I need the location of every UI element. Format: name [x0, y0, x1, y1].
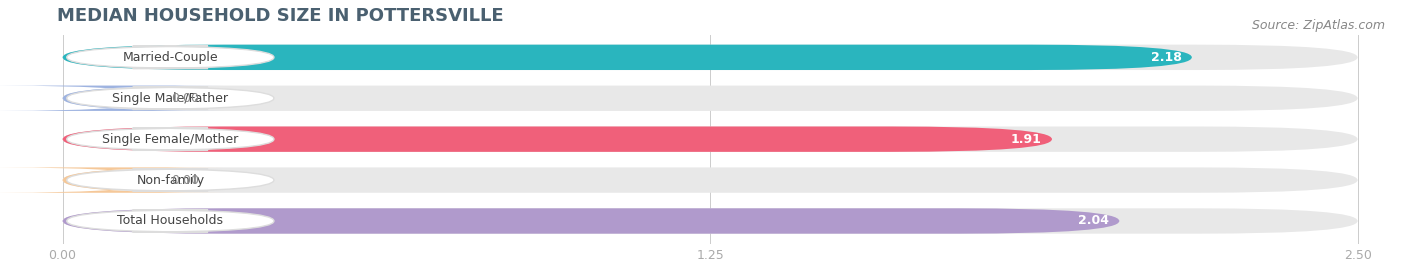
FancyBboxPatch shape: [63, 126, 1052, 152]
FancyBboxPatch shape: [63, 86, 1358, 111]
Text: 0.00: 0.00: [172, 174, 200, 187]
FancyBboxPatch shape: [0, 86, 224, 111]
Text: 0.00: 0.00: [172, 92, 200, 105]
Text: 1.91: 1.91: [1011, 133, 1042, 146]
FancyBboxPatch shape: [0, 167, 224, 193]
Text: Total Households: Total Households: [117, 214, 224, 228]
FancyBboxPatch shape: [66, 46, 274, 69]
FancyBboxPatch shape: [63, 167, 1358, 193]
FancyBboxPatch shape: [63, 45, 1358, 70]
FancyBboxPatch shape: [66, 169, 274, 191]
FancyBboxPatch shape: [63, 208, 1119, 234]
FancyBboxPatch shape: [66, 210, 274, 232]
FancyBboxPatch shape: [63, 45, 1192, 70]
Text: 2.18: 2.18: [1150, 51, 1181, 64]
Text: MEDIAN HOUSEHOLD SIZE IN POTTERSVILLE: MEDIAN HOUSEHOLD SIZE IN POTTERSVILLE: [58, 7, 505, 25]
Text: 2.04: 2.04: [1078, 214, 1109, 228]
Text: Married-Couple: Married-Couple: [122, 51, 218, 64]
FancyBboxPatch shape: [66, 87, 274, 109]
Text: Non-family: Non-family: [136, 174, 204, 187]
FancyBboxPatch shape: [66, 128, 274, 150]
FancyBboxPatch shape: [63, 126, 1358, 152]
Text: Source: ZipAtlas.com: Source: ZipAtlas.com: [1251, 19, 1385, 32]
Text: Single Female/Mother: Single Female/Mother: [103, 133, 239, 146]
Text: Single Male/Father: Single Male/Father: [112, 92, 228, 105]
FancyBboxPatch shape: [63, 208, 1358, 234]
